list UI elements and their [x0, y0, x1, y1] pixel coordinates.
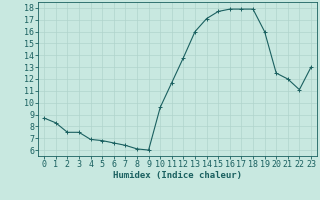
- X-axis label: Humidex (Indice chaleur): Humidex (Indice chaleur): [113, 171, 242, 180]
